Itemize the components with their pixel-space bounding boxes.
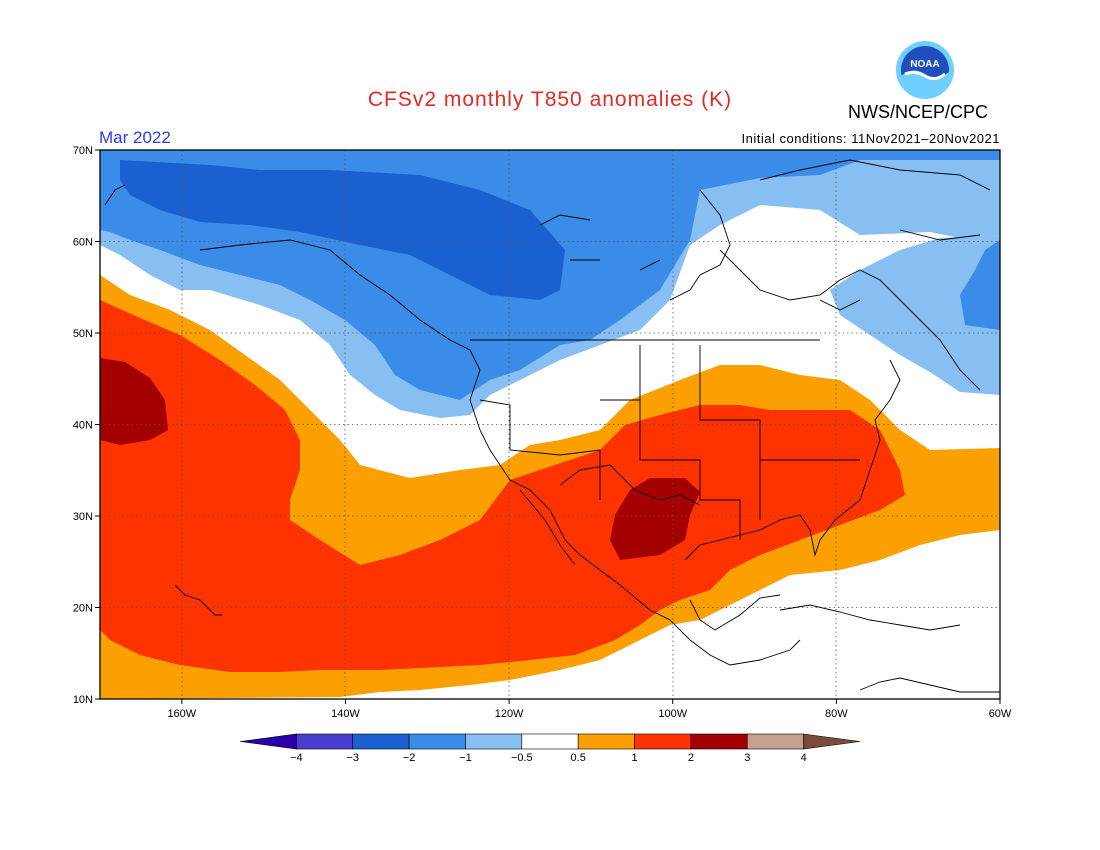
legend-tick-label: 4 — [801, 752, 807, 764]
legend-swatch — [804, 734, 860, 749]
legend-tick-label: 0.5 — [571, 752, 586, 764]
legend-tick-label: 2 — [688, 752, 694, 764]
legend-tick-label: −3 — [346, 752, 359, 764]
legend-tick-label: −0.5 — [511, 752, 533, 764]
legend-tick-label: −2 — [403, 752, 416, 764]
legend-swatch — [691, 734, 747, 749]
legend-swatch — [465, 734, 521, 749]
lon-tick-label: 100W — [658, 708, 687, 720]
lon-tick-label: 120W — [495, 708, 524, 720]
lon-tick-label: 60W — [989, 708, 1012, 720]
lon-tick-label: 140W — [331, 708, 360, 720]
legend-tick-label: −1 — [459, 752, 472, 764]
legend-swatch — [296, 734, 352, 749]
legend-swatch — [578, 734, 634, 749]
lat-tick-label: 50N — [73, 328, 93, 340]
legend-tick-label: −4 — [290, 752, 303, 764]
anomaly-field — [100, 150, 1000, 699]
lat-tick-label: 70N — [73, 145, 93, 157]
lat-tick-label: 40N — [73, 420, 93, 432]
legend-swatch — [635, 734, 691, 749]
anomaly-map: 70N60N50N40N30N20N10N160W 140W 120W 100W 80W… — [0, 0, 1100, 850]
legend-swatch — [522, 734, 578, 749]
legend-swatch — [409, 734, 465, 749]
lon-tick-label: 160W — [167, 708, 196, 720]
legend-swatch — [240, 734, 296, 749]
lon-tick-label: 80W — [825, 708, 848, 720]
legend-swatch — [747, 734, 803, 749]
lat-tick-label: 10N — [73, 694, 93, 706]
color-legend: −4 −3 −2 −1 −0.5 0.5 1 2 3 4 — [240, 734, 860, 764]
lat-tick-label: 20N — [73, 603, 93, 615]
legend-swatch — [353, 734, 409, 749]
lat-tick-label: 30N — [73, 511, 93, 523]
legend-tick-label: 3 — [744, 752, 750, 764]
lat-tick-label: 60N — [73, 237, 93, 249]
legend-tick-label: 1 — [631, 752, 637, 764]
